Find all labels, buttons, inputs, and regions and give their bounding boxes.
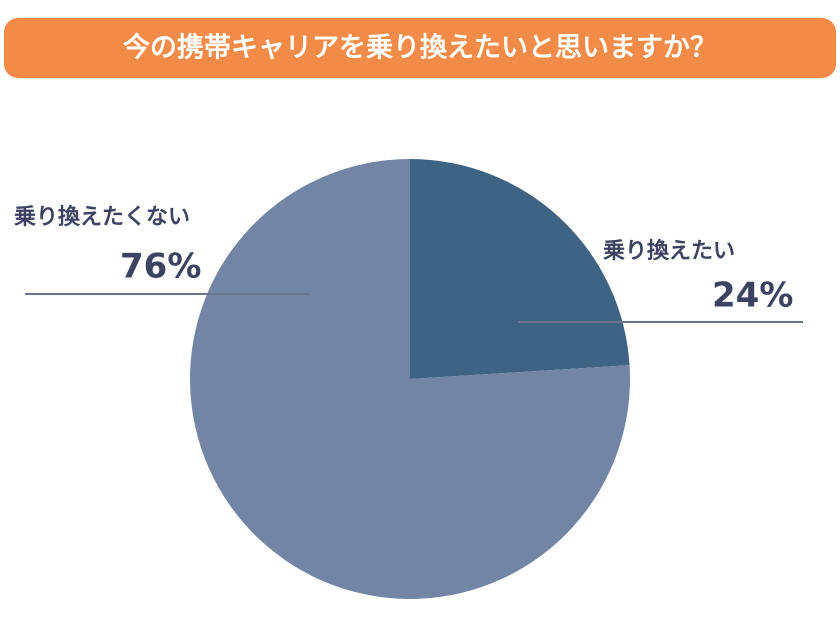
- labels: 乗り換えたい 24% 乗り換えたくない 76%: [14, 204, 803, 323]
- pie-slice: [410, 159, 630, 379]
- category-label: 乗り換えたい: [603, 238, 735, 264]
- chart-title: 今の携帯キャリアを乗り換えたいと思いますか？: [123, 32, 717, 64]
- pie: [189, 159, 630, 599]
- category-label: 乗り換えたくない: [14, 204, 190, 230]
- value-label: 76%: [120, 247, 201, 287]
- value-label: 24%: [712, 276, 793, 316]
- title-banner: [4, 18, 836, 78]
- pie-slice: [189, 159, 630, 599]
